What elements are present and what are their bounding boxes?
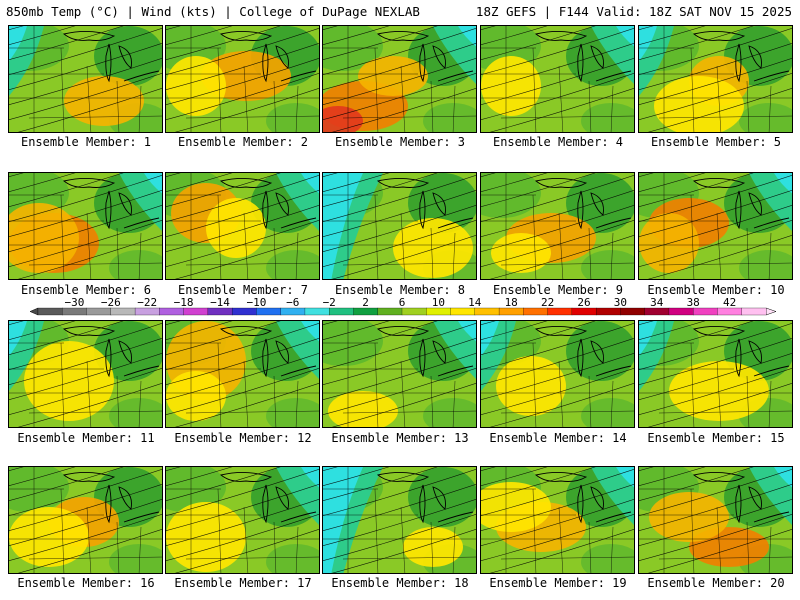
colorbar-tick-label: 10 — [432, 296, 445, 309]
colorbar-swatch — [474, 307, 500, 316]
colorbar-tick-label: 42 — [723, 296, 736, 309]
ensemble-panel-3 — [322, 25, 477, 133]
colorbar-swatch — [668, 307, 694, 316]
colorbar-swatch — [231, 307, 257, 316]
ensemble-caption-2: Ensemble Member: 2 — [177, 135, 309, 149]
ensemble-caption-10: Ensemble Member: 10 — [647, 283, 785, 297]
ensemble-caption-15: Ensemble Member: 15 — [647, 431, 785, 445]
colorbar-tick-label: −26 — [101, 296, 121, 309]
ensemble-caption-18: Ensemble Member: 18 — [331, 576, 469, 590]
colorbar-swatch — [741, 307, 767, 316]
colorbar-tick-label: −2 — [323, 296, 336, 309]
header-valid-time: 18Z GEFS | F144 Valid: 18Z SAT NOV 15 20… — [475, 4, 792, 19]
colorbar-tick-label: −22 — [137, 296, 157, 309]
ensemble-panel-15 — [638, 320, 793, 428]
ensemble-caption-1: Ensemble Member: 1 — [20, 135, 152, 149]
colorbar-tick-label: −6 — [286, 296, 299, 309]
ensemble-caption-13: Ensemble Member: 13 — [331, 431, 469, 445]
colorbar-swatch — [620, 307, 646, 316]
colorbar-tick-label: 30 — [614, 296, 627, 309]
ensemble-panel-20 — [638, 466, 793, 574]
ensemble-panel-17 — [165, 466, 320, 574]
colorbar-swatch — [450, 307, 476, 316]
ensemble-panel-7 — [165, 172, 320, 280]
colorbar-tick-label: −18 — [174, 296, 194, 309]
colorbar-swatch — [86, 307, 112, 316]
colorbar-swatch — [717, 307, 743, 316]
ensemble-caption-8: Ensemble Member: 8 — [334, 283, 466, 297]
colorbar-left-arrow — [29, 307, 39, 316]
ensemble-caption-6: Ensemble Member: 6 — [20, 283, 152, 297]
colorbar-swatch — [37, 307, 63, 316]
ensemble-panel-1 — [8, 25, 163, 133]
colorbar-swatch — [401, 307, 427, 316]
ensemble-caption-9: Ensemble Member: 9 — [492, 283, 624, 297]
colorbar-swatch — [329, 307, 354, 316]
colorbar-tick-label: −14 — [210, 296, 230, 309]
colorbar-swatch — [256, 307, 282, 316]
ensemble-panel-18 — [322, 466, 477, 574]
colorbar-right-arrow — [765, 307, 777, 316]
ensemble-caption-4: Ensemble Member: 4 — [492, 135, 624, 149]
colorbar-tick-label: 18 — [505, 296, 518, 309]
colorbar-swatch — [110, 307, 136, 316]
ensemble-panel-5 — [638, 25, 793, 133]
colorbar-swatch — [547, 307, 573, 316]
ensemble-panel-6 — [8, 172, 163, 280]
ensemble-panel-19 — [480, 466, 635, 574]
colorbar-tick-label: 34 — [650, 296, 664, 309]
ensemble-panel-16 — [8, 466, 163, 574]
colorbar-tick-label: 6 — [399, 296, 406, 309]
colorbar-swatch — [426, 307, 451, 316]
colorbar-swatch — [353, 307, 379, 316]
ensemble-caption-19: Ensemble Member: 19 — [489, 576, 627, 590]
header-title: 850mb Temp (°C) | Wind (kts) | College o… — [6, 4, 420, 19]
colorbar-tick-label: 26 — [577, 296, 590, 309]
colorbar-swatch — [304, 307, 330, 316]
ensemble-caption-12: Ensemble Member: 12 — [174, 431, 312, 445]
colorbar-swatch — [523, 307, 549, 316]
ensemble-caption-3: Ensemble Member: 3 — [334, 135, 466, 149]
colorbar-swatch — [571, 307, 597, 316]
ensemble-caption-11: Ensemble Member: 11 — [17, 431, 155, 445]
colorbar-swatch — [207, 307, 233, 316]
ensemble-caption-20: Ensemble Member: 20 — [647, 576, 785, 590]
colorbar-tick-label: 2 — [362, 296, 369, 309]
ensemble-panel-8 — [322, 172, 477, 280]
ensemble-panel-4 — [480, 25, 635, 133]
colorbar-swatch — [377, 307, 403, 316]
colorbar-tick-label: 22 — [541, 296, 554, 309]
colorbar-swatch — [595, 307, 621, 316]
colorbar-swatch — [183, 307, 209, 316]
ensemble-panel-11 — [8, 320, 163, 428]
colorbar-tick-label: −10 — [246, 296, 266, 309]
ensemble-panel-10 — [638, 172, 793, 280]
colorbar-tick-label: 38 — [687, 296, 700, 309]
colorbar-tick-label: 14 — [468, 296, 482, 309]
colorbar-swatch — [644, 307, 670, 316]
ensemble-caption-5: Ensemble Member: 5 — [650, 135, 782, 149]
ensemble-panel-13 — [322, 320, 477, 428]
ensemble-caption-16: Ensemble Member: 16 — [17, 576, 155, 590]
ensemble-panel-12 — [165, 320, 320, 428]
colorbar-swatch — [159, 307, 185, 316]
ensemble-panel-14 — [480, 320, 635, 428]
ensemble-caption-7: Ensemble Member: 7 — [177, 283, 309, 297]
colorbar-swatch — [280, 307, 306, 316]
colorbar-swatch — [693, 307, 718, 316]
colorbar-swatch — [134, 307, 160, 316]
colorbar-swatch — [498, 307, 524, 316]
colorbar-tick-label: −30 — [64, 296, 84, 309]
temperature-colorbar: −30 −26 −22 −18 −14 −10 −6 −2 2 6 10 14 18 22 26 30 34 38… — [29, 296, 777, 316]
ensemble-caption-17: Ensemble Member: 17 — [174, 576, 312, 590]
ensemble-panel-9 — [480, 172, 635, 280]
ensemble-panel-2 — [165, 25, 320, 133]
ensemble-caption-14: Ensemble Member: 14 — [489, 431, 627, 445]
colorbar-swatch — [62, 307, 87, 316]
